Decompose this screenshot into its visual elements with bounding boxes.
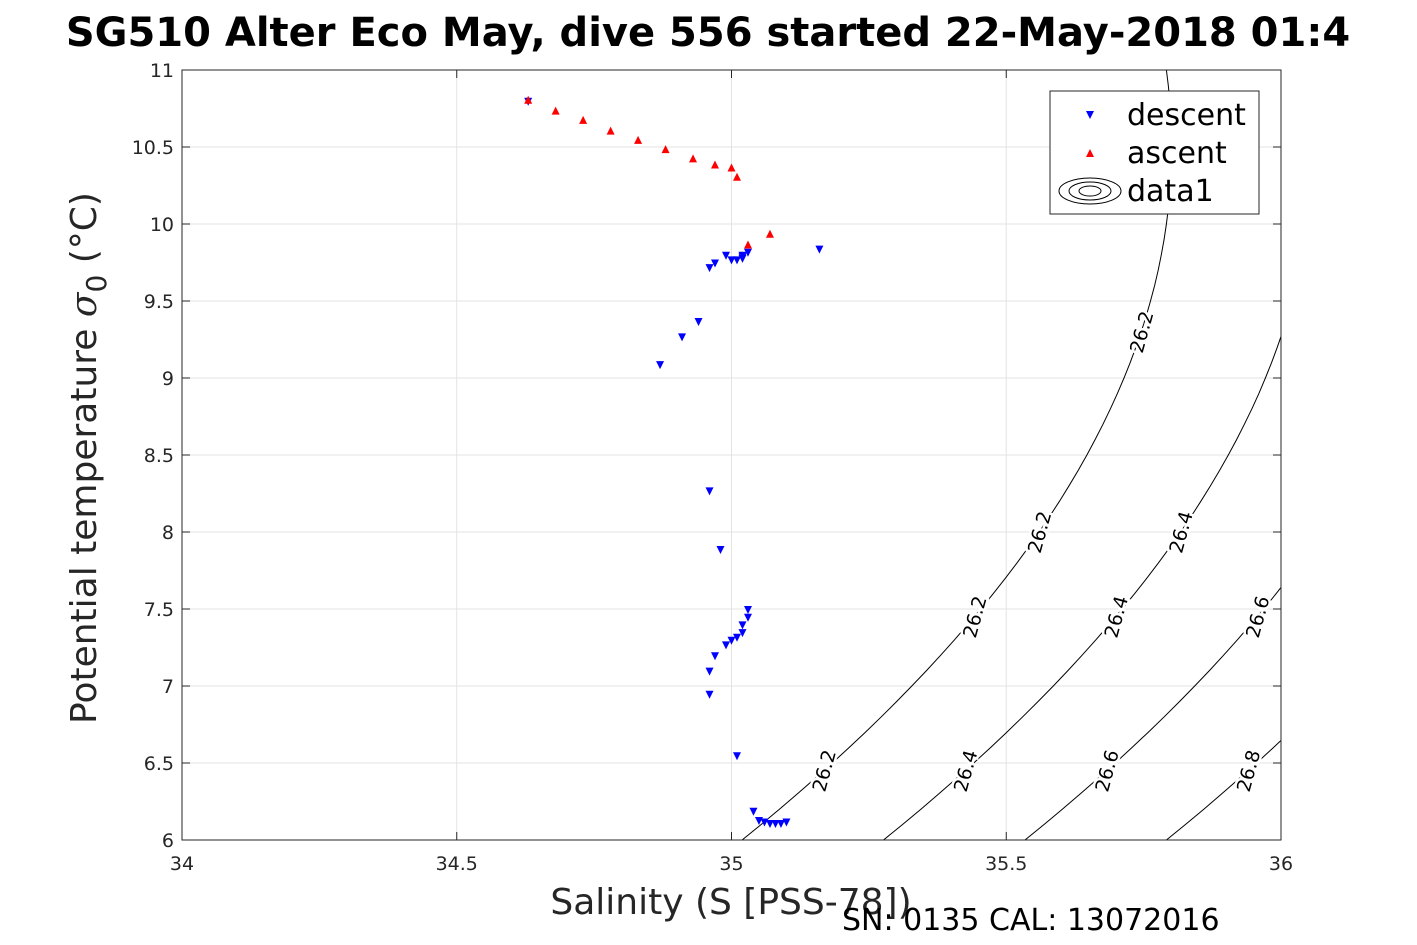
- y-tick-label: 7: [162, 676, 174, 698]
- y-tick-label: 10: [150, 214, 174, 236]
- descent-point: [705, 487, 714, 496]
- descent-point: [776, 820, 785, 829]
- ascent-point: [579, 115, 588, 124]
- y-tick-label: 11: [150, 60, 174, 82]
- legend-descent-label: descent: [1127, 98, 1246, 133]
- legend-ascent-label: ascent: [1127, 136, 1227, 171]
- descent-point: [732, 633, 741, 642]
- descent-point: [711, 259, 720, 268]
- x-tick-label: 34.5: [436, 853, 478, 875]
- ascent-point: [606, 126, 615, 135]
- descent-point: [749, 807, 758, 816]
- x-tick-label: 36: [1269, 853, 1293, 875]
- y-axis-label: Potential temperature σ0 (°C): [64, 192, 113, 724]
- y-tick-label: 8.5: [144, 445, 174, 467]
- y-tick-label: 6.5: [144, 753, 174, 775]
- descent-point: [738, 621, 747, 630]
- y-tick-label: 10.5: [132, 137, 174, 159]
- descent-point: [743, 248, 752, 257]
- ascent-point: [634, 135, 643, 144]
- descent-point: [743, 613, 752, 622]
- descent-point: [815, 245, 824, 254]
- y-tick-label: 7.5: [144, 599, 174, 621]
- grid-lines: [181, 69, 1282, 841]
- descent-point: [732, 256, 741, 265]
- ascent-point: [727, 163, 736, 172]
- descent-point: [716, 545, 725, 554]
- legend-descent-marker: [1086, 111, 1094, 119]
- descent-point: [771, 820, 780, 829]
- axis-ticks: 34 34.5 35 35.5 36 6 6.5 7 7.5 8 8.5 9 9.5 10 10.5 11: [132, 60, 1293, 875]
- ascent-point: [524, 95, 533, 104]
- descent-point: [743, 606, 752, 614]
- descent-point: [722, 251, 731, 260]
- y-tick-label: 9.5: [144, 291, 174, 313]
- ascent-point: [743, 240, 752, 249]
- contour-line: [1308, 70, 1417, 840]
- descent-point: [738, 629, 747, 638]
- ascent-point: [661, 145, 670, 154]
- legend-data1-label: data1: [1127, 174, 1214, 209]
- descent-point: [656, 361, 665, 370]
- ascent-point: [689, 154, 698, 163]
- descent-point: [738, 251, 747, 260]
- chart-title: SG510 Alter Eco May, dive 556 started 22…: [66, 10, 1350, 56]
- legend: descent ascent data1: [1049, 90, 1260, 215]
- x-tick-label: 35: [719, 853, 743, 875]
- legend-ascent-marker: [1086, 149, 1094, 157]
- legend-contour-icon: [1058, 177, 1122, 205]
- descent-point: [782, 818, 791, 827]
- y-tick-label: 9: [162, 368, 174, 390]
- ascent-point: [711, 160, 720, 169]
- ascent-point: [732, 172, 741, 181]
- ascent-point: [765, 229, 774, 238]
- legend-box: [1049, 90, 1260, 215]
- descent-point: [705, 667, 714, 676]
- descent-point: [678, 333, 687, 342]
- x-tick-label: 35.5: [985, 853, 1027, 875]
- x-tick-label: 34: [170, 853, 194, 875]
- descent-point: [727, 256, 736, 265]
- y-tick-label: 6: [162, 830, 174, 852]
- descent-point: [711, 652, 720, 661]
- data-points: [524, 95, 824, 829]
- descent-point: [705, 264, 714, 273]
- contour-line: [1024, 586, 1281, 840]
- contour-line: [883, 334, 1281, 840]
- x-axis-label: Salinity (S [PSS-78]): [550, 882, 911, 923]
- descent-point: [765, 820, 774, 829]
- y-tick-label: 8: [162, 522, 174, 544]
- descent-point: [722, 641, 731, 650]
- descent-point: [732, 752, 741, 761]
- descent-point: [727, 636, 736, 645]
- ascent-point: [551, 106, 560, 115]
- footer-caption: SN: 0135 CAL: 13072016: [842, 903, 1220, 938]
- descent-point: [694, 318, 703, 327]
- descent-point: [705, 690, 714, 699]
